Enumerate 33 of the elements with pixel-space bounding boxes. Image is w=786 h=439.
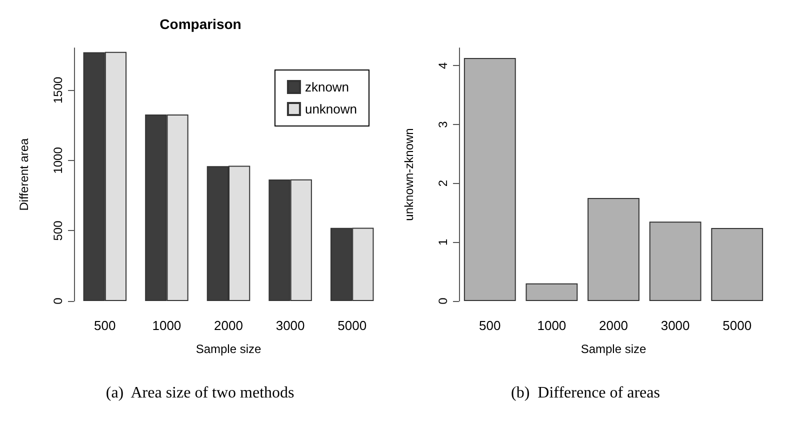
x-tick-label: 3000: [660, 318, 690, 333]
x-tick-label: 500: [479, 318, 501, 333]
x-tick-label: 2000: [214, 318, 243, 333]
y-tick-label: 500: [51, 220, 65, 241]
y-tick-label: 4: [436, 62, 450, 69]
x-axis-title: Sample size: [580, 342, 646, 356]
bar: [649, 222, 702, 301]
x-axis-title: Sample size: [196, 342, 262, 356]
y-tick-label: 3: [436, 120, 450, 128]
legend-label: zknown: [304, 80, 350, 94]
bar: [588, 198, 640, 301]
y-axis-title: Different area: [17, 138, 31, 211]
x-tick-label: 5000: [722, 318, 752, 333]
x-tick-label: 2000: [599, 318, 628, 333]
text: (a) Area size of two methods: [106, 384, 294, 402]
x-tick-label: 1000: [537, 318, 566, 333]
x-tick-label: 1000: [152, 318, 182, 333]
bar: [711, 228, 764, 301]
y-axis-title: unknown-zknown: [402, 128, 416, 221]
x-tick-label: 500: [94, 318, 116, 333]
y-tick-label: 1: [436, 238, 450, 246]
y-tick-label: 0: [51, 297, 65, 304]
bar: [526, 283, 578, 301]
text: (b) Difference of areas: [511, 384, 660, 402]
x-tick-label: 3000: [276, 318, 305, 333]
legend-label: unknown: [304, 102, 358, 116]
y-tick-label: 1000: [51, 146, 65, 174]
y-tick-label: 1500: [51, 76, 65, 104]
y-tick-label: 2: [436, 180, 450, 187]
x-tick-label: 5000: [338, 318, 367, 333]
y-tick-label: 0: [436, 297, 450, 304]
bar: [464, 58, 516, 301]
chart-title: Comparison: [160, 16, 242, 32]
